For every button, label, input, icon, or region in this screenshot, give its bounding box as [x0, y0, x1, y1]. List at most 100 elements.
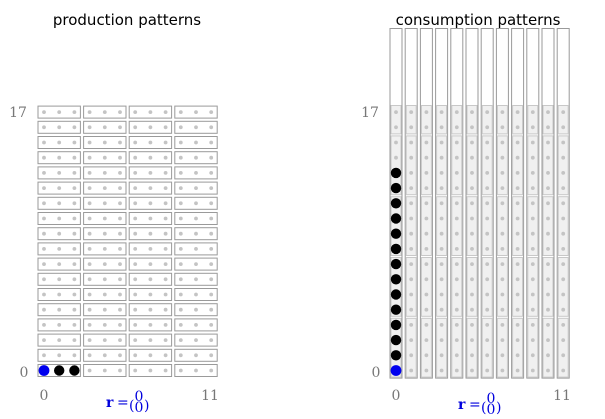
consumption-grid-dot: [439, 262, 444, 266]
production-grid-dot: [209, 262, 214, 266]
consumption-grid-dot: [470, 171, 474, 175]
production-vector-label: r = ( 0 0 ): [106, 389, 149, 416]
production-grid-dot: [42, 110, 46, 114]
consumption-pattern-block: [390, 135, 402, 196]
production-pattern-block: [128, 151, 173, 165]
production-grid-dot: [42, 292, 46, 297]
production-grid-dot: [87, 140, 92, 145]
consumption-grid-dot: [470, 323, 474, 327]
consumption-grid-dot: [424, 110, 429, 114]
production-pattern-block: [37, 242, 81, 256]
consumption-pattern-block: [527, 135, 539, 196]
production-pattern-block: [128, 196, 173, 210]
consumption-grid-dot: [454, 277, 459, 282]
consumption-grid-dot: [500, 110, 505, 114]
consumption-grid-dot: [530, 353, 535, 358]
production-grid-dot: [209, 277, 214, 282]
production-grid-dot: [72, 353, 77, 358]
consumption-grid-dot: [470, 353, 474, 358]
production-pattern-block: [174, 196, 218, 210]
production-grid-dot: [118, 155, 122, 160]
production-pattern-block: [83, 348, 127, 362]
production-grid: [37, 105, 218, 377]
consumption-vector-top: 0: [487, 391, 496, 407]
consumption-pattern-block: [466, 105, 478, 135]
consumption-grid-dot: [561, 171, 566, 175]
consumption-grid-dot: [500, 247, 505, 251]
production-grid-dot: [87, 155, 92, 160]
production-pattern-block: [174, 272, 218, 286]
consumption-grid-dot: [470, 155, 474, 160]
consumption-grid-dot: [424, 155, 429, 160]
production-grid-dot: [102, 292, 107, 297]
production-grid-dot: [163, 186, 168, 191]
consumption-pattern-block: [390, 317, 402, 378]
consumption-grid-dot: [530, 216, 535, 221]
consumption-grid-dot: [561, 155, 566, 160]
consumption-pattern-block: [512, 317, 524, 378]
production-grid-dot: [163, 323, 168, 327]
production-grid-dot: [118, 140, 122, 145]
production-pattern-block: [128, 257, 173, 271]
consumption-grid-dot: [546, 292, 550, 297]
consumption-grid-dot: [454, 110, 459, 114]
production-grid-dot: [163, 216, 168, 221]
consumption-grid-dot: [515, 353, 520, 358]
consumption-grid-dot: [409, 338, 414, 342]
production-pattern-block: [128, 348, 173, 362]
consumption-grid-dot: [424, 186, 429, 191]
production-pattern-block: [128, 242, 173, 256]
consumption-pattern-block: [557, 135, 569, 196]
consumption-grid-dot: [485, 368, 490, 373]
consumption-grid-dot: [470, 216, 474, 221]
consumption-pattern-block: [451, 135, 463, 196]
production-grid-dot: [118, 201, 122, 206]
production-grid-dot: [163, 368, 168, 373]
consumption-grid-dot: [439, 186, 444, 191]
consumption-filled-point: [390, 167, 402, 179]
consumption-grid-dot: [454, 125, 459, 130]
production-grid-dot: [57, 277, 62, 282]
production-grid-dot: [118, 125, 122, 130]
production-pattern-block: [83, 303, 127, 317]
production-grid-dot: [42, 247, 46, 251]
production-grid-dot: [118, 247, 122, 251]
production-pattern-block: [174, 242, 218, 256]
consumption-grid-dot: [424, 307, 429, 312]
consumption-pattern-block: [436, 257, 448, 317]
consumption-vector-name: r: [458, 397, 466, 413]
production-grid-dot: [102, 323, 107, 327]
consumption-grid-dot: [454, 338, 459, 342]
consumption-pattern-block: [527, 257, 539, 317]
consumption-filled-point: [390, 319, 402, 331]
production-grid-dot: [57, 307, 62, 312]
consumption-grid-dot: [454, 353, 459, 358]
consumption-pattern-block: [420, 135, 432, 196]
consumption-pattern-block: [496, 135, 508, 196]
consumption-grid-dot: [546, 338, 550, 342]
consumption-pattern-block: [451, 257, 463, 317]
consumption-grid-dot: [409, 155, 414, 160]
production-grid-dot: [118, 186, 122, 191]
production-grid-dot: [118, 338, 122, 342]
consumption-grid-dot: [561, 140, 566, 145]
production-pattern-block: [83, 181, 127, 195]
consumption-grid-dot: [500, 307, 505, 312]
consumption-grid-dot: [439, 307, 444, 312]
production-grid-dot: [133, 201, 138, 206]
production-grid-dot: [194, 140, 198, 145]
consumption-grid-dot: [515, 262, 520, 266]
production-pattern-block: [83, 272, 127, 286]
consumption-grid-dot: [470, 338, 474, 342]
production-grid-dot: [57, 262, 62, 266]
production-x-min-label: 0: [40, 388, 49, 404]
production-grid-dot: [118, 323, 122, 327]
consumption-grid-dot: [530, 323, 535, 327]
production-grid-dot: [209, 231, 214, 236]
production-grid-dot: [72, 231, 77, 236]
production-grid-dot: [42, 140, 46, 145]
production-grid-dot: [163, 110, 168, 114]
production-pattern-block: [83, 151, 127, 165]
production-grid-dot: [87, 216, 92, 221]
production-pattern-block: [174, 212, 218, 225]
